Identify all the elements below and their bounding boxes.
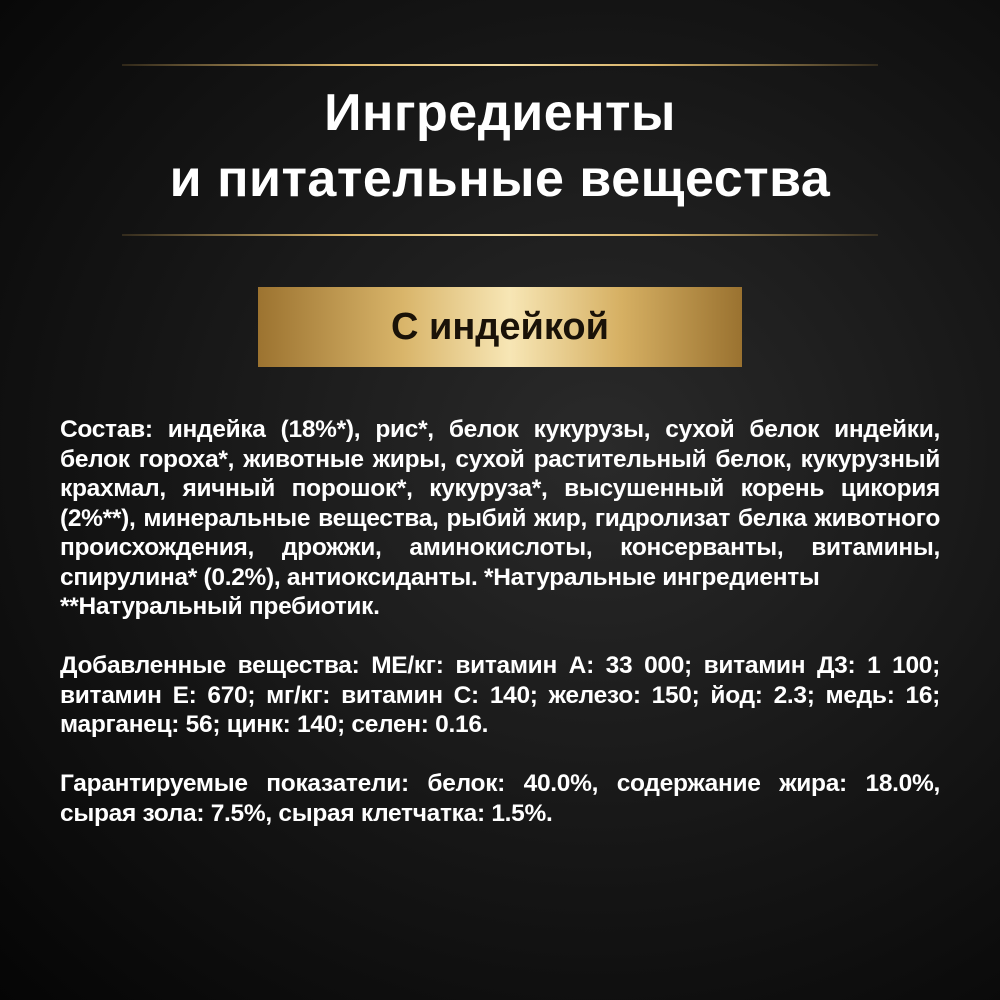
guaranteed-analysis-paragraph: Гарантируемые показатели: белок: 40.0%, …: [60, 770, 940, 827]
variant-badge: С индейкой: [258, 287, 742, 367]
page-title: Ингредиенты и питательные вещества: [0, 80, 1000, 212]
title-line-2: и питательные вещества: [169, 150, 831, 208]
composition-text: Состав: индейка (18%*), рис*, белок куку…: [60, 416, 940, 591]
top-gold-divider: [122, 64, 878, 66]
composition-footnote: **Натуральный пребиотик.: [60, 593, 380, 620]
additives-paragraph: Добавленные вещества: МЕ/кг: витамин А: …: [60, 652, 940, 738]
title-line-1: Ингредиенты: [324, 84, 676, 142]
ingredients-text: Состав: индейка (18%*), рис*, белок куку…: [60, 415, 940, 858]
composition-paragraph: Состав: индейка (18%*), рис*, белок куку…: [60, 415, 940, 622]
bottom-gold-divider: [122, 234, 878, 236]
variant-label: С индейкой: [390, 305, 610, 348]
